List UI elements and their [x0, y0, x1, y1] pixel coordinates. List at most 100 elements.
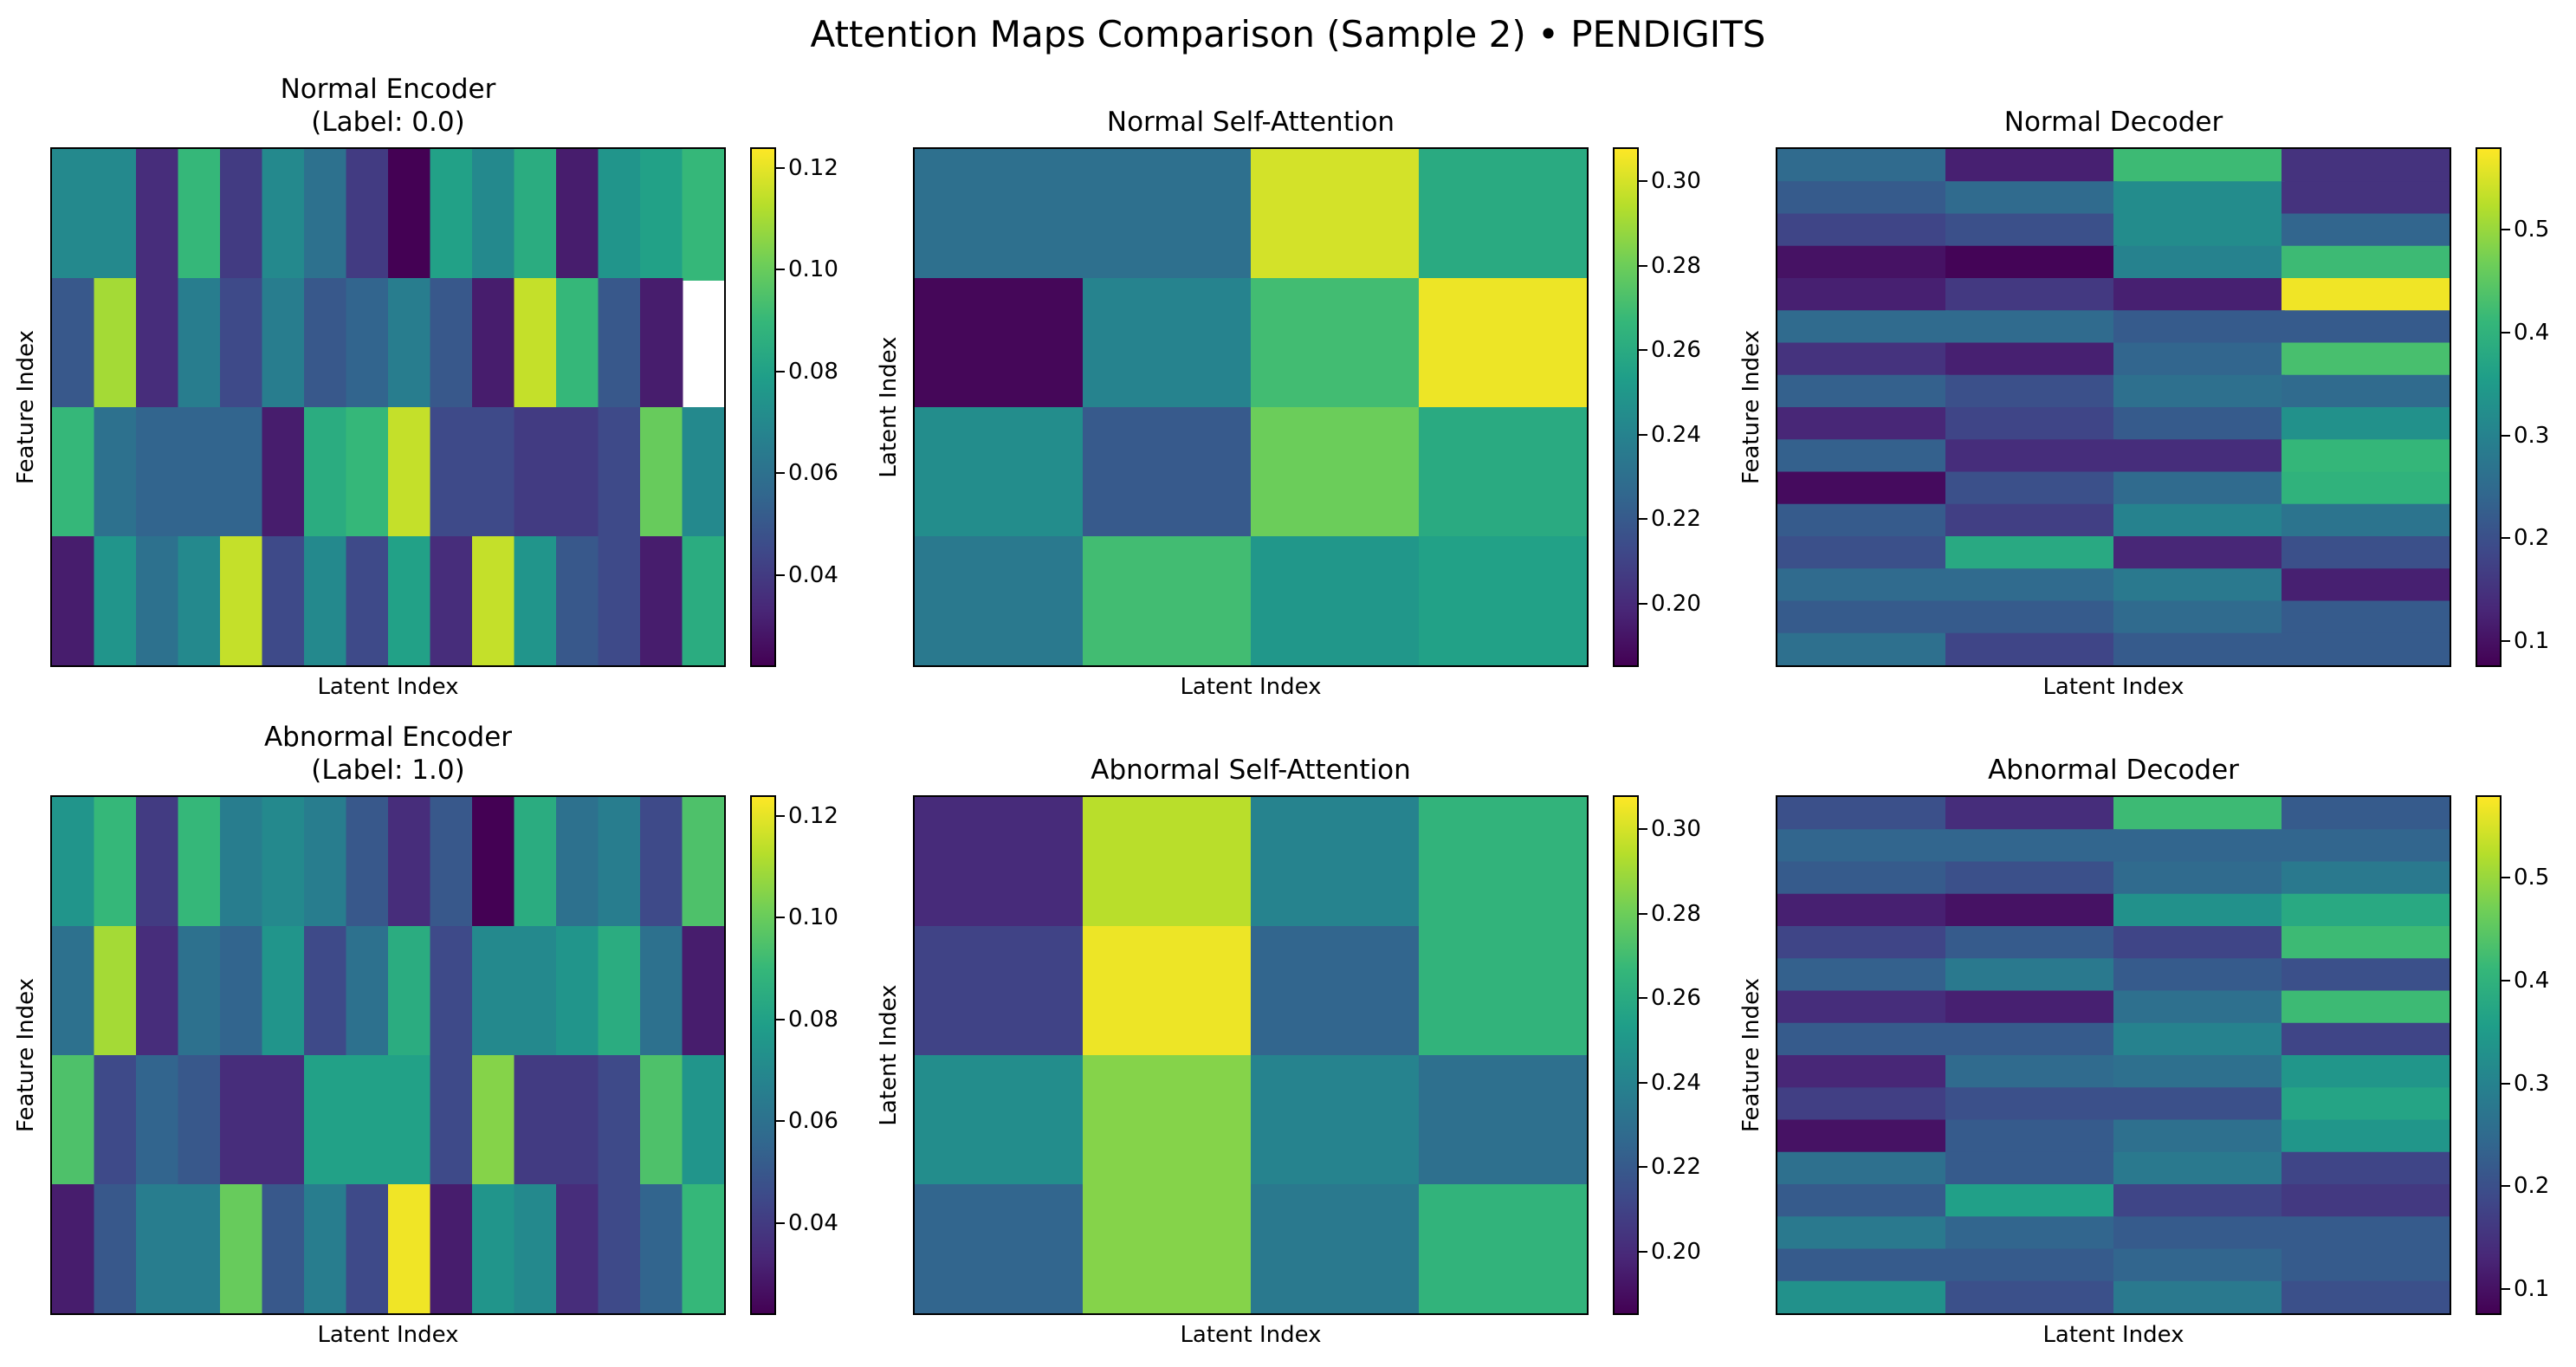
colorbar-tick-label: 0.2 — [2514, 1173, 2550, 1200]
heatmap-cell — [1945, 926, 2117, 959]
heatmap-cell — [1777, 536, 1949, 569]
heatmap-cell — [1251, 1184, 1422, 1313]
normal-self-attention-colorbar — [1613, 147, 1639, 667]
heatmap-cell — [1083, 407, 1254, 539]
heatmap-cell — [430, 149, 473, 281]
heatmap-cell — [1945, 632, 2117, 665]
heatmap-cell — [640, 926, 683, 1058]
heatmap-cell — [2282, 149, 2450, 182]
heatmap-cell — [598, 536, 641, 665]
heatmap-cell — [2113, 1248, 2285, 1282]
heatmap-cell — [1777, 503, 1949, 537]
heatmap-cell — [1083, 278, 1254, 410]
heatmap-cell — [472, 797, 515, 929]
heatmap-cell — [136, 1184, 179, 1313]
heatmap-cell — [52, 926, 95, 1058]
colorbar-tick-label: 0.30 — [1651, 168, 1701, 195]
heatmap-cell — [178, 1184, 221, 1313]
heatmap-cell — [2113, 1184, 2285, 1217]
heatmap-cell — [598, 407, 641, 539]
heatmap-cell — [1419, 797, 1587, 929]
heatmap-cell — [1945, 1087, 2117, 1121]
heatmap-cell — [430, 536, 473, 665]
heatmap-cell — [2282, 278, 2450, 311]
heatmap-cell — [556, 149, 599, 281]
heatmap-cell — [1419, 1184, 1587, 1313]
heatmap-cell — [2282, 926, 2450, 959]
heatmap-cell — [1777, 1216, 1949, 1250]
colorbar-tick — [776, 574, 785, 577]
normal-decoder-heatmap-svg — [1777, 149, 2450, 665]
heatmap-cell — [1777, 600, 1949, 634]
heatmap-cell — [2113, 1119, 2285, 1153]
heatmap-cell — [346, 1184, 389, 1313]
heatmap-cell — [640, 797, 683, 929]
heatmap-cell — [640, 1055, 683, 1187]
heatmap-cell — [472, 1055, 515, 1187]
normal-self-attention-heatmap — [913, 147, 1589, 667]
heatmap-cell — [1945, 374, 2117, 408]
heatmap-cell — [1945, 1055, 2117, 1088]
heatmap-cell — [2113, 926, 2285, 959]
heatmap-cell — [1083, 1184, 1254, 1313]
heatmap-cell — [52, 797, 95, 929]
normal-decoder-heatmap — [1776, 147, 2451, 667]
heatmap-cell — [2282, 471, 2450, 505]
normal-encoder-title: Normal Encoder (Label: 0.0) — [280, 74, 496, 138]
heatmap-cell — [2282, 1119, 2450, 1153]
heatmap-cell — [1251, 149, 1422, 281]
normal-self-attention-heatmap-svg — [915, 149, 1587, 665]
colorbar-tick — [1639, 349, 1647, 352]
heatmap-cell — [2282, 310, 2450, 344]
abnormal-encoder-ylabel: Feature Index — [13, 977, 39, 1133]
heatmap-cell — [136, 797, 179, 929]
heatmap-cell — [640, 407, 683, 539]
heatmap-cell — [2282, 568, 2450, 602]
heatmap-cell — [556, 1184, 599, 1313]
heatmap-cell — [304, 407, 347, 539]
abnormal-self-attention-heatmap-svg — [915, 797, 1587, 1313]
heatmap-cell — [178, 797, 221, 929]
heatmap-cell — [2282, 990, 2450, 1024]
heatmap-cell — [2282, 439, 2450, 473]
heatmap-cell — [304, 149, 347, 281]
heatmap-cell — [346, 536, 389, 665]
heatmap-cell — [556, 278, 599, 410]
heatmap-cell — [1945, 181, 2117, 215]
abnormal-self-attention-xlabel: Latent Index — [1180, 1322, 1322, 1348]
colorbar-tick — [2502, 537, 2510, 540]
heatmap-cell — [2282, 1248, 2450, 1282]
heatmap-cell — [136, 407, 179, 539]
heatmap-cell — [682, 407, 724, 539]
heatmap-cell — [2113, 797, 2285, 830]
heatmap-cell — [136, 536, 179, 665]
heatmap-cell — [388, 536, 431, 665]
heatmap-cell — [2113, 1280, 2285, 1313]
heatmap-cell — [220, 797, 263, 929]
heatmap-cell — [1945, 1280, 2117, 1313]
heatmap-cell — [556, 926, 599, 1058]
heatmap-cell — [2282, 1280, 2450, 1313]
heatmap-cell — [94, 1184, 137, 1313]
colorbar-tick — [776, 1018, 785, 1020]
heatmap-cell — [2282, 1151, 2450, 1185]
heatmap-cell — [1777, 893, 1949, 927]
heatmap-cell — [94, 149, 137, 281]
heatmap-cell — [1777, 861, 1949, 895]
abnormal-self-attention-heatmap — [913, 795, 1589, 1315]
heatmap-cell — [514, 926, 557, 1058]
abnormal-self-attention-title: Abnormal Self-Attention — [1091, 755, 1411, 786]
heatmap-cell — [178, 278, 221, 410]
heatmap-cell — [682, 1184, 724, 1313]
heatmap-cell — [262, 536, 305, 665]
colorbar-tick — [776, 917, 785, 919]
colorbar-tick-label: 0.28 — [1651, 900, 1701, 927]
heatmap-cell — [915, 797, 1086, 929]
colorbar-tick — [776, 166, 785, 169]
colorbar-tick — [1639, 518, 1647, 521]
heatmap-cell — [2282, 536, 2450, 569]
colorbar-tick-label: 0.04 — [788, 1210, 838, 1237]
heatmap-cell — [388, 1055, 431, 1187]
heatmap-cell — [136, 1055, 179, 1187]
heatmap-cell — [430, 1184, 473, 1313]
